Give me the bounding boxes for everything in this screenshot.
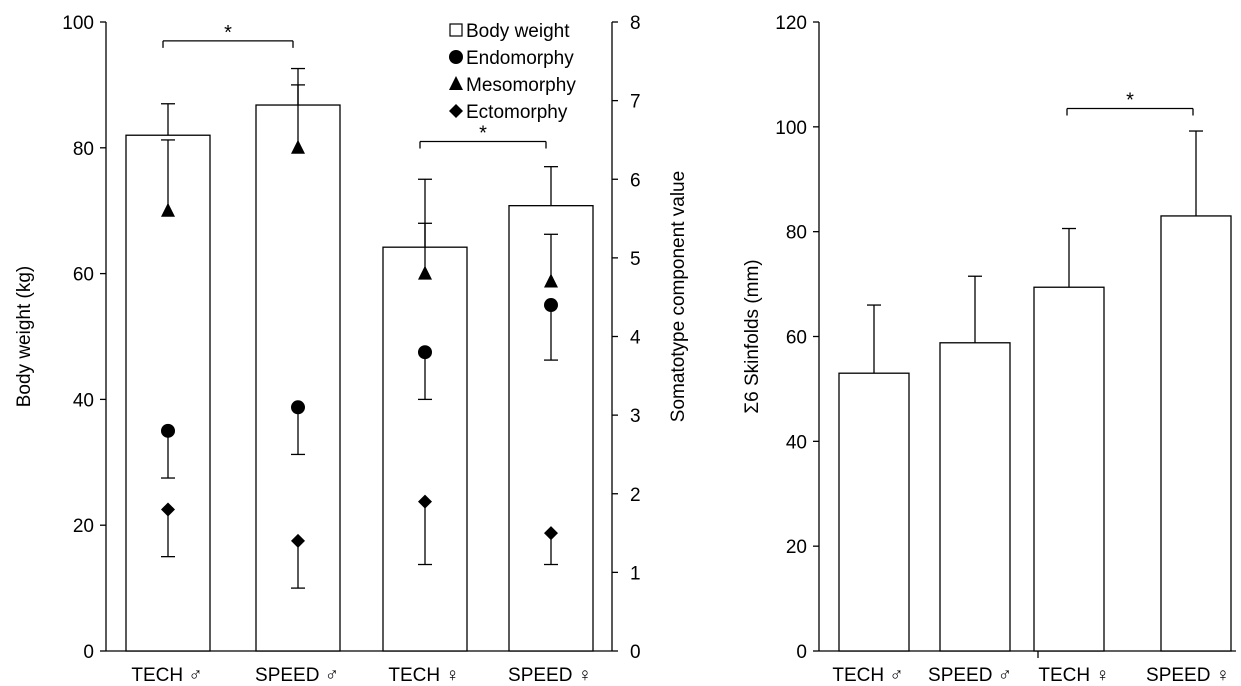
- legend-marker-endomorphy: [449, 50, 463, 64]
- significance-star: *: [224, 22, 232, 44]
- y-axis-title: Body weight (kg): [14, 266, 35, 408]
- endomorphy-point: [544, 298, 558, 313]
- y2-tick-label: 2: [630, 485, 641, 506]
- y2-tick-label: 8: [630, 13, 641, 34]
- skinfolds-chart: 0 20 40 60 80 100 120 Σ6 Skinfolds (mm) * TECH ♂ S…: [742, 13, 1236, 686]
- legend-label-endomorphy: Endomorphy: [466, 48, 574, 69]
- ectomorphy-point: [291, 533, 305, 548]
- ectomorphy-point: [544, 526, 558, 541]
- y-tick-label: 0: [796, 642, 807, 663]
- x-category-label: SPEED ♀: [1146, 665, 1230, 686]
- bar-body-weight: [125, 134, 211, 652]
- y2-tick-label: 7: [630, 92, 641, 113]
- endomorphy-point: [161, 423, 175, 438]
- x-category-label: TECH ♂: [832, 665, 903, 686]
- y-tick-label: 60: [73, 265, 94, 286]
- legend-marker-mesomorphy: [449, 76, 463, 90]
- bar-skinfolds: [1160, 215, 1232, 652]
- bar-skinfolds: [1033, 286, 1105, 652]
- significance-star: *: [1126, 89, 1134, 111]
- y-tick-label: 100: [775, 118, 807, 139]
- y2-tick-label: 0: [630, 642, 641, 663]
- x-category-label: SPEED ♂: [928, 665, 1012, 686]
- body-weight-somatotype-chart: 0 20 40 60 80 100 0 1 2 3 4 5 6 7 8 Body weight (kg) Som…: [14, 13, 689, 686]
- x-category-label: TECH ♀: [1038, 665, 1109, 686]
- bar-skinfolds: [939, 342, 1011, 652]
- x-category-label: SPEED ♀: [508, 665, 592, 686]
- endomorphy-point: [291, 400, 305, 415]
- y-tick-label: 100: [62, 13, 94, 34]
- mesomorphy-point: [161, 202, 175, 217]
- bar-body-weight: [508, 205, 594, 652]
- x-category-label: SPEED ♂: [255, 665, 339, 686]
- x-category-label: TECH ♂: [131, 665, 202, 686]
- y-axis-title: Σ6 Skinfolds (mm): [742, 259, 763, 413]
- mesomorphy-point: [291, 139, 305, 154]
- significance-star: *: [479, 123, 487, 145]
- legend-label-mesomorphy: Mesomorphy: [466, 75, 576, 96]
- legend-label-body weight: Body weight: [466, 21, 570, 42]
- mesomorphy-point: [418, 265, 432, 280]
- y-tick-label: 80: [73, 139, 94, 160]
- ectomorphy-point: [161, 502, 175, 517]
- y2-tick-label: 4: [630, 328, 641, 349]
- x-category-label: TECH ♀: [388, 665, 459, 686]
- y-tick-label: 40: [73, 390, 94, 411]
- bar-body-weight: [382, 246, 468, 652]
- y-tick-label: 60: [786, 328, 807, 349]
- y-tick-label: 40: [786, 432, 807, 453]
- y-tick-label: 120: [775, 13, 807, 34]
- ectomorphy-point: [418, 494, 432, 509]
- y-tick-label: 0: [83, 642, 94, 663]
- y-tick-label: 20: [73, 516, 94, 537]
- bar-skinfolds: [838, 372, 910, 652]
- y2-tick-label: 1: [630, 563, 641, 584]
- y-tick-label: 80: [786, 223, 807, 244]
- y2-axis-title: Somatotype component value: [668, 171, 689, 422]
- y2-tick-label: 3: [630, 406, 641, 427]
- mesomorphy-point: [544, 273, 558, 288]
- legend-label-ectomorphy: Ectomorphy: [466, 102, 568, 123]
- y-tick-label: 20: [786, 537, 807, 558]
- legend-marker-body weight: [449, 23, 463, 37]
- legend-marker-ectomorphy: [449, 104, 463, 118]
- y2-tick-label: 5: [630, 249, 641, 270]
- endomorphy-point: [418, 345, 432, 360]
- y2-tick-label: 6: [630, 170, 641, 191]
